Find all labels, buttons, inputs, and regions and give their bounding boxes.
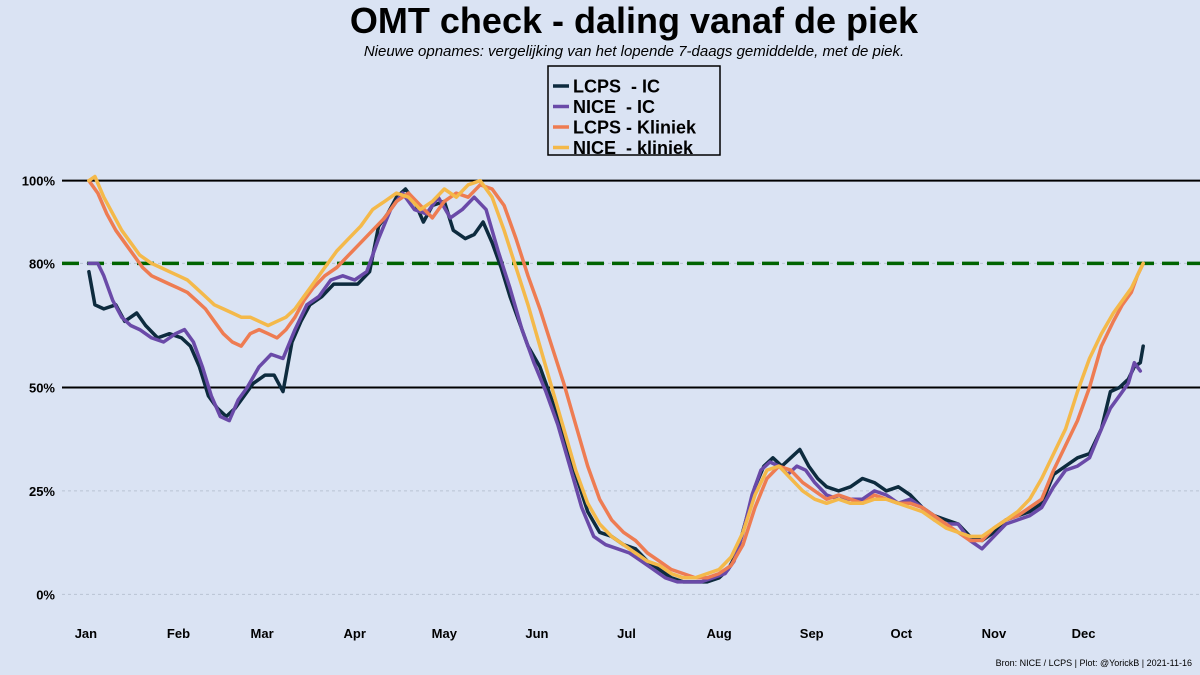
series-line [87,178,1145,580]
x-tick-label: May [432,626,458,641]
x-tick-label: Jun [525,626,548,641]
legend-label: NICE - IC [573,97,655,117]
x-tick-label: Sep [800,626,824,641]
y-tick-label: 80% [29,256,55,271]
x-tick-label: Dec [1072,626,1096,641]
legend-label: LCPS - IC [573,77,660,97]
legend-label: NICE - kliniek [573,138,694,158]
series-line [87,174,1145,580]
x-axis-ticks: Jan Feb Mar Apr May Jun Jul Aug Sep Oct Nov Dec [75,626,1096,641]
chart-title: OMT check - daling vanaf de piek [350,0,919,41]
x-tick-label: Nov [982,626,1007,641]
x-tick-label: Mar [251,626,274,641]
x-tick-label: Jul [617,626,636,641]
y-tick-label: 50% [29,381,55,396]
x-tick-label: Feb [167,626,190,641]
series-lines [87,174,1145,584]
x-tick-label: Jan [75,626,97,641]
x-tick-label: Aug [706,626,731,641]
y-tick-label: 25% [29,484,55,499]
y-tick-label: 100% [22,174,56,189]
x-tick-label: Oct [890,626,912,641]
y-tick-label: 0% [36,587,55,602]
x-tick-label: Apr [344,626,366,641]
legend-box [547,65,721,156]
source-credit: Bron: NICE / LCPS | Plot: @YorickB | 202… [996,658,1192,668]
y-axis-ticks: 0% 25% 50% 80% 100% [22,174,56,603]
legend-label: LCPS - Kliniek [573,118,697,138]
chart-subtitle: Nieuwe opnames: vergelijking van het lop… [364,43,904,60]
